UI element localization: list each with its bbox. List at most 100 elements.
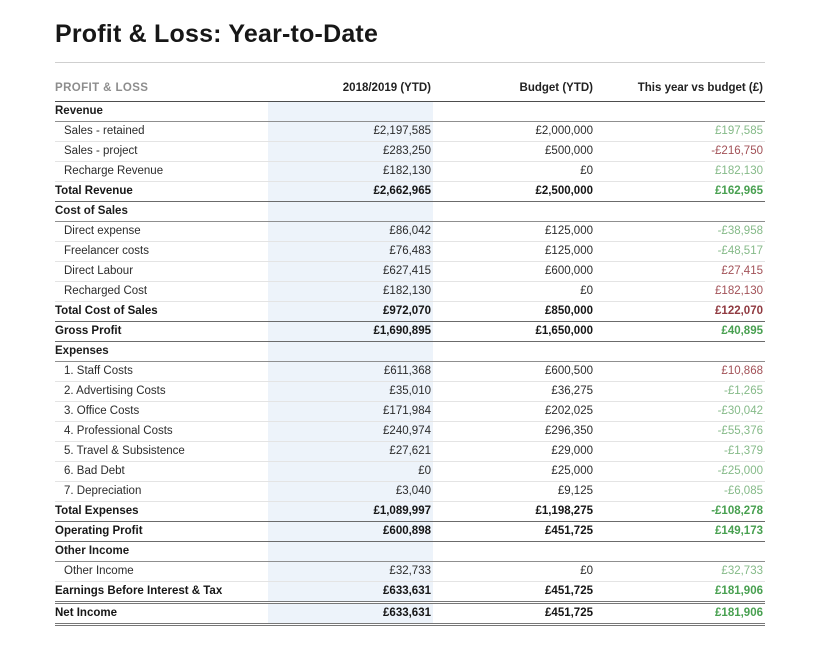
row-label: Other Income [55,561,268,582]
row-label: Gross Profit [55,321,268,342]
total-row: Operating Profit £600,898 £451,725 £149,173 [55,521,765,542]
variance-value: £32,733 [595,561,765,582]
ytd-value: £627,415 [268,261,433,282]
budget-value [433,341,595,362]
variance-value: -£48,517 [595,241,765,262]
budget-value: £0 [433,281,595,302]
ytd-value [268,541,433,562]
row-label: Recharged Cost [55,281,268,302]
ytd-value: £283,250 [268,141,433,162]
budget-value: £29,000 [433,441,595,462]
row-label: 2. Advertising Costs [55,381,268,402]
line-item-row: Freelancer costs £76,483 £125,000 -£48,517 [55,241,765,262]
column-header-profit-loss: PROFIT & LOSS [55,77,268,102]
ytd-value: £633,631 [268,602,433,626]
line-item-row: Sales - retained £2,197,585 £2,000,000 £197… [55,121,765,142]
variance-value: -£108,278 [595,501,765,522]
budget-value: £25,000 [433,461,595,482]
line-item-row: 1. Staff Costs £611,368 £600,500 £10,868 [55,361,765,382]
ytd-value: £182,130 [268,281,433,302]
line-item-row: Direct Labour £627,415 £600,000 £27,415 [55,261,765,282]
budget-value: £451,725 [433,602,595,626]
variance-value: -£6,085 [595,481,765,502]
row-label: 6. Bad Debt [55,461,268,482]
budget-value: £600,500 [433,361,595,382]
row-label: 5. Travel & Subsistence [55,441,268,462]
row-label: 4. Professional Costs [55,421,268,442]
budget-value: £500,000 [433,141,595,162]
variance-value: £10,868 [595,361,765,382]
line-item-row: 5. Travel & Subsistence £27,621 £29,000 -£1… [55,441,765,462]
variance-value: £122,070 [595,301,765,322]
total-row: Total Cost of Sales £972,070 £850,000 £122,… [55,301,765,322]
line-item-row: 3. Office Costs £171,984 £202,025 -£30,042 [55,401,765,422]
ytd-value: £2,197,585 [268,121,433,142]
variance-value: £149,173 [595,521,765,542]
budget-value: £202,025 [433,401,595,422]
budget-value: £0 [433,561,595,582]
budget-value: £1,650,000 [433,321,595,342]
budget-value [433,201,595,222]
ytd-value: £972,070 [268,301,433,322]
line-item-row: Other Income £32,733 £0 £32,733 [55,561,765,582]
column-header-budget: Budget (YTD) [433,77,595,102]
row-label: Freelancer costs [55,241,268,262]
row-label: Total Cost of Sales [55,301,268,322]
row-label: 1. Staff Costs [55,361,268,382]
section-row: Other Income [55,541,765,562]
ytd-value: £2,662,965 [268,181,433,202]
budget-value: £451,725 [433,521,595,542]
variance-value: -£55,376 [595,421,765,442]
total-row: Total Expenses £1,089,997 £1,198,275 -£108,… [55,501,765,522]
variance-value [595,101,765,122]
ytd-value: £600,898 [268,521,433,542]
ytd-value: £3,040 [268,481,433,502]
line-item-row: Recharged Cost £182,130 £0 £182,130 [55,281,765,302]
variance-value: -£30,042 [595,401,765,422]
column-header-variance: This year vs budget (£) [595,77,765,102]
row-label: Earnings Before Interest & Tax [55,581,268,604]
total-row: Net Income £633,631 £451,725 £181,906 [55,602,765,626]
ytd-value: £35,010 [268,381,433,402]
row-label: Direct Labour [55,261,268,282]
row-label: Total Expenses [55,501,268,522]
variance-value: £162,965 [595,181,765,202]
budget-value: £36,275 [433,381,595,402]
row-label: Operating Profit [55,521,268,542]
ytd-value [268,341,433,362]
variance-value: -£38,958 [595,221,765,242]
budget-value: £125,000 [433,221,595,242]
variance-value: £182,130 [595,161,765,182]
budget-value: £600,000 [433,261,595,282]
budget-value: £2,000,000 [433,121,595,142]
budget-value [433,541,595,562]
line-item-row: 2. Advertising Costs £35,010 £36,275 -£1,26… [55,381,765,402]
budget-value: £9,125 [433,481,595,502]
row-label: Sales - retained [55,121,268,142]
variance-value: -£1,265 [595,381,765,402]
line-item-row: 4. Professional Costs £240,974 £296,350 -£5… [55,421,765,442]
total-row: Gross Profit £1,690,895 £1,650,000 £40,895 [55,321,765,342]
variance-value [595,201,765,222]
variance-value: -£1,379 [595,441,765,462]
budget-value: £0 [433,161,595,182]
variance-value: -£25,000 [595,461,765,482]
row-label: Total Revenue [55,181,268,202]
row-label: Sales - project [55,141,268,162]
variance-value: £197,585 [595,121,765,142]
line-item-row: 6. Bad Debt £0 £25,000 -£25,000 [55,461,765,482]
ytd-value: £27,621 [268,441,433,462]
budget-value [433,101,595,122]
column-header-ytd: 2018/2019 (YTD) [268,77,433,102]
ytd-value: £611,368 [268,361,433,382]
section-row: Expenses [55,341,765,362]
variance-value: £182,130 [595,281,765,302]
row-label: Cost of Sales [55,201,268,222]
row-label: Other Income [55,541,268,562]
section-row: Revenue [55,101,765,122]
budget-value: £850,000 [433,301,595,322]
line-item-row: Sales - project £283,250 £500,000 -£216,750 [55,141,765,162]
ytd-value [268,101,433,122]
total-row: Earnings Before Interest & Tax £633,631 £4… [55,581,765,604]
line-item-row: Recharge Revenue £182,130 £0 £182,130 [55,161,765,182]
